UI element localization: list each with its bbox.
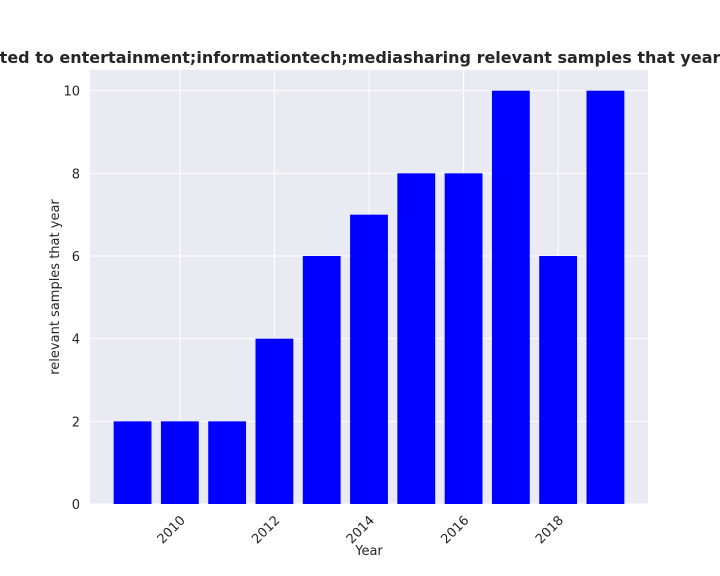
bar-2018: [539, 256, 578, 504]
y-tick-label: 2: [72, 415, 80, 430]
bar-2013: [302, 256, 341, 504]
x-tick-label: 2010: [155, 513, 189, 547]
y-tick-label: 8: [72, 167, 80, 182]
y-tick-label: 6: [72, 250, 80, 265]
bar-2012: [255, 338, 294, 504]
chart-title: are related to entertainment;information…: [0, 48, 720, 67]
y-axis-label: relevant samples that year: [48, 199, 63, 375]
bar-2017: [491, 90, 530, 505]
y-tick-labels: 0 2 4 6 8 10: [63, 85, 80, 513]
bar-2014: [350, 214, 388, 504]
x-tick-labels: 2010 2012 2014 2016 2018: [155, 513, 567, 547]
x-tick-label: 2014: [344, 513, 378, 547]
bar-2015: [397, 173, 436, 505]
x-tick-label: 2012: [249, 513, 283, 547]
bar-2010: [160, 421, 199, 504]
x-tick-label: 2016: [438, 513, 472, 547]
y-tick-label: 0: [72, 498, 80, 513]
y-tick-label: 4: [72, 333, 80, 348]
bar-2019: [586, 90, 625, 505]
bars: [113, 90, 625, 505]
x-tick-label: 2018: [533, 513, 567, 547]
bar-2009: [113, 421, 152, 504]
bar-2011: [208, 421, 247, 504]
x-axis-label: Year: [354, 544, 383, 559]
bar-2016: [444, 173, 483, 505]
y-tick-label: 10: [63, 85, 80, 100]
